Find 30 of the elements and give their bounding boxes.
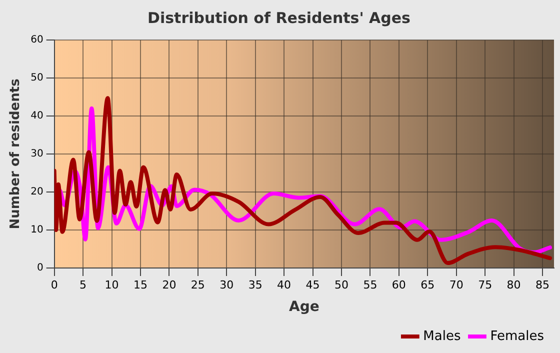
y-tick-label: 50 bbox=[30, 72, 44, 84]
x-tick-label: 5 bbox=[80, 278, 87, 292]
x-tick-label: 45 bbox=[306, 278, 320, 292]
x-tick-label: 15 bbox=[133, 278, 148, 292]
y-tick-label: 0 bbox=[36, 262, 44, 274]
x-tick-label: 55 bbox=[363, 278, 378, 292]
chart-title: Distribution of Residents' Ages bbox=[148, 8, 411, 27]
x-tick-label: 30 bbox=[220, 278, 234, 292]
x-tick-label: 80 bbox=[506, 278, 521, 292]
x-tick-label: 0 bbox=[50, 278, 58, 292]
x-tick-label: 85 bbox=[536, 278, 550, 292]
y-tick-label: 30 bbox=[30, 148, 44, 160]
x-tick-label: 50 bbox=[334, 278, 348, 292]
x-tick-label: 35 bbox=[248, 278, 262, 292]
x-tick-label: 65 bbox=[420, 278, 435, 292]
y-tick-label: 20 bbox=[30, 186, 44, 198]
legend-label: Females bbox=[490, 328, 544, 344]
y-tick-label: 10 bbox=[30, 224, 44, 236]
x-tick-label: 60 bbox=[392, 278, 406, 292]
legend-label: Males bbox=[423, 328, 461, 344]
x-tick-label: 40 bbox=[277, 278, 292, 292]
y-tick-label: 40 bbox=[30, 110, 44, 122]
x-axis-title: Age bbox=[288, 299, 320, 316]
x-tick-label: 20 bbox=[162, 278, 176, 292]
x-tick-label: 75 bbox=[478, 278, 492, 292]
x-tick-label: 25 bbox=[190, 278, 205, 292]
y-axis-title: Number of residents bbox=[8, 78, 24, 230]
x-tick-label: 70 bbox=[449, 278, 464, 292]
x-tick-label: 10 bbox=[104, 278, 119, 292]
y-tick-label: 60 bbox=[30, 34, 44, 46]
